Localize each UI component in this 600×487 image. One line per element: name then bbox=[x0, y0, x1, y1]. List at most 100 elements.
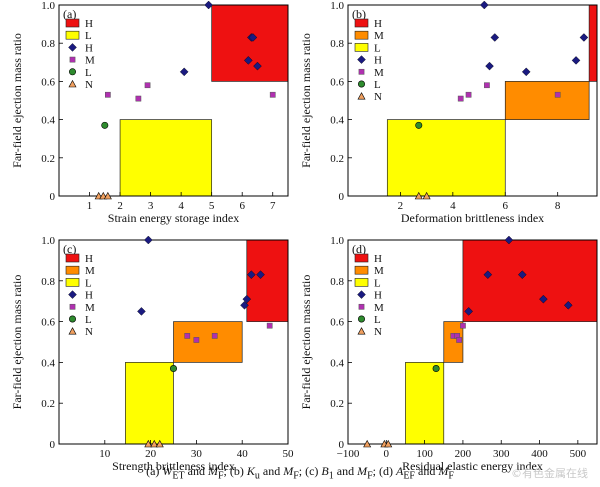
caption-c-var: B bbox=[321, 464, 329, 478]
square-point bbox=[484, 82, 490, 89]
legend-label: H bbox=[85, 290, 93, 302]
legend-swatch-low bbox=[354, 278, 369, 287]
y-tick-label: 1.0 bbox=[41, 0, 55, 12]
plot-frame bbox=[58, 239, 289, 445]
diamond-point bbox=[248, 33, 258, 42]
diamond-point bbox=[179, 67, 189, 77]
legend-marker-triangle bbox=[68, 79, 77, 88]
x-tick-label: 10 bbox=[99, 448, 111, 460]
panel-label: (a) bbox=[63, 7, 76, 21]
x-axis-label: Strength brittleness index bbox=[112, 459, 235, 473]
y-tick-label: 0.8 bbox=[41, 38, 55, 50]
diamond-point bbox=[256, 270, 265, 279]
square-point bbox=[193, 337, 200, 343]
legend-swatch-medium bbox=[354, 30, 369, 40]
plot-frame bbox=[347, 4, 598, 197]
y-tick-label: 0.2 bbox=[41, 398, 55, 410]
legend-swatch-medium bbox=[65, 265, 80, 275]
y-axis-label: Far-field ejection mass ratio bbox=[10, 275, 24, 410]
triangle-point bbox=[384, 439, 393, 448]
legend-marker-square bbox=[69, 303, 76, 310]
diamond-point bbox=[240, 300, 249, 310]
x-tick-label: 4 bbox=[178, 200, 184, 212]
diamond-point bbox=[483, 270, 493, 279]
diamond-point bbox=[571, 56, 581, 65]
legend-swatch-high bbox=[354, 253, 369, 263]
x-tick-label: 0 bbox=[384, 448, 390, 460]
x-tick-label: 6 bbox=[239, 200, 245, 212]
region-high bbox=[588, 4, 598, 82]
square-point bbox=[269, 91, 276, 98]
region-low bbox=[119, 119, 213, 197]
panel-label: (d) bbox=[352, 242, 366, 256]
region-low bbox=[386, 119, 506, 197]
caption-c-sub: 1 bbox=[328, 470, 334, 482]
chart-panel-2: 0 0.2 0.4 0.6 0.8 1.0 2 4 6 8 Deformation brittlen… bbox=[299, 0, 598, 225]
legend-marker-triangle bbox=[357, 327, 366, 335]
legend-marker-square bbox=[358, 68, 365, 75]
diamond-point bbox=[563, 300, 573, 310]
chart-panel-1: 0 0.2 0.4 0.6 0.8 1.0 1 2 3 4 5 6 7 Strain energy sto… bbox=[10, 0, 289, 225]
chart-panel-4: 00.20.40.60.81.0−100 0 100 200 300 400 500Resi… bbox=[299, 235, 598, 473]
legend-marker-square bbox=[69, 56, 76, 63]
x-tick-label: 8 bbox=[555, 200, 561, 212]
region-high bbox=[462, 239, 598, 322]
x-tick-label: 2 bbox=[117, 200, 123, 212]
caption-mf-sub: F bbox=[448, 470, 454, 482]
square-point bbox=[457, 95, 464, 102]
legend-marker-diamond bbox=[68, 43, 77, 52]
figure-caption: (a) WET and MF; (b) Ku and MF; (c) B1 an… bbox=[0, 464, 600, 481]
y-axis-label: Far-field ejection mass ratio bbox=[10, 33, 24, 168]
legend-label: H bbox=[85, 18, 93, 30]
circle-point bbox=[415, 121, 423, 129]
caption-b-prefix: ; (b) bbox=[223, 464, 247, 478]
legend-label: L bbox=[374, 277, 381, 289]
caption-join: and bbox=[184, 464, 208, 478]
legend-marker-triangle bbox=[357, 92, 366, 100]
y-tick-label: 0.6 bbox=[41, 317, 55, 329]
legend-label: M bbox=[85, 265, 95, 277]
legend-label: H bbox=[374, 290, 382, 302]
y-tick-label: 0.8 bbox=[330, 38, 344, 50]
diamond-point bbox=[464, 307, 473, 316]
watermark: ©有色金属在线 bbox=[511, 467, 588, 480]
y-tick-label: 1.0 bbox=[330, 235, 344, 247]
y-axis-label: Far-field ejection mass ratio bbox=[299, 275, 313, 410]
x-tick-label: 4 bbox=[450, 200, 456, 212]
triangle-point bbox=[150, 439, 159, 448]
y-tick-label: 0.6 bbox=[41, 76, 55, 88]
diamond-point bbox=[539, 294, 548, 304]
panel-label: (b) bbox=[352, 7, 366, 21]
square-point bbox=[135, 95, 142, 102]
x-tick-label: 50 bbox=[283, 448, 295, 460]
y-tick-label: 0 bbox=[339, 439, 345, 451]
y-tick-label: 0.6 bbox=[330, 76, 344, 88]
diamond-point bbox=[521, 67, 531, 77]
caption-c-prefix: ; (c) bbox=[298, 464, 322, 478]
x-axis-label: Strain energy storage index bbox=[108, 211, 239, 225]
legend-swatch-medium bbox=[354, 265, 369, 275]
circle-point bbox=[432, 365, 440, 373]
caption-mf: M bbox=[438, 464, 449, 478]
caption-join: and bbox=[415, 464, 439, 478]
x-tick-label: 200 bbox=[455, 448, 472, 460]
y-tick-label: 0.2 bbox=[330, 398, 344, 410]
legend-marker-circle bbox=[357, 315, 365, 323]
x-tick-label: 7 bbox=[270, 200, 276, 212]
caption-a-prefix: (a) bbox=[146, 464, 163, 478]
x-tick-label: 30 bbox=[191, 448, 203, 460]
legend-marker-circle bbox=[357, 80, 365, 88]
circle-point bbox=[101, 121, 109, 129]
diamond-point bbox=[504, 235, 514, 245]
x-tick-label: 500 bbox=[570, 448, 587, 460]
legend-swatch-low bbox=[65, 278, 80, 287]
legend-label: L bbox=[85, 67, 92, 79]
y-tick-label: 1.0 bbox=[330, 0, 344, 12]
legend-label: M bbox=[85, 302, 95, 314]
caption-mf-sub: F bbox=[217, 470, 224, 482]
y-tick-label: 0 bbox=[50, 439, 56, 451]
caption-a-var: W bbox=[162, 464, 173, 478]
square-point bbox=[456, 337, 462, 343]
diamond-point bbox=[579, 33, 589, 42]
legend-label: N bbox=[374, 326, 382, 338]
